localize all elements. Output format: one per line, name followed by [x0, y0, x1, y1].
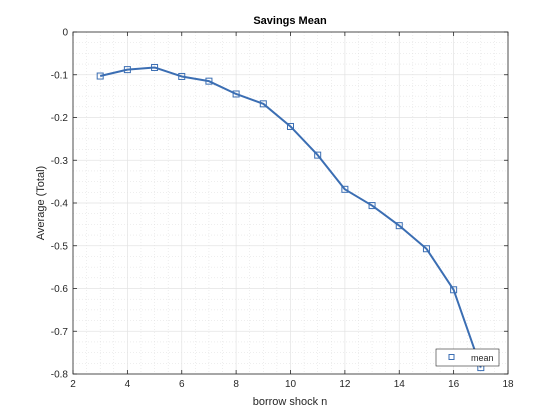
x-tick-label: 10 — [285, 379, 297, 390]
series-line — [99, 66, 482, 368]
data-point-marker — [232, 90, 240, 98]
data-point-marker — [450, 286, 458, 294]
x-tick-label: 14 — [394, 379, 406, 390]
y-tick-label: -0.4 — [51, 199, 69, 210]
axis-ticks — [72, 31, 509, 375]
data-point-marker — [205, 77, 213, 85]
legend-label: mean — [471, 353, 494, 363]
data-point-marker — [151, 63, 159, 71]
data-point-marker — [341, 185, 349, 193]
x-tick-label: 18 — [502, 379, 514, 390]
data-point-marker — [123, 66, 131, 74]
y-tick-labels: 0 -0.1 -0.2 -0.3 -0.4 -0.5 -0.6 -0.7 -0.8 — [51, 28, 69, 381]
y-axis-title: Average (Total) — [35, 166, 47, 240]
x-tick-label: 6 — [179, 379, 185, 390]
chart-title: Savings Mean — [253, 15, 327, 27]
data-point-marker — [314, 151, 322, 159]
legend: mean — [435, 348, 500, 367]
x-tick-labels: 2 4 6 8 10 12 14 16 18 — [70, 379, 514, 390]
y-tick-label: -0.5 — [51, 241, 69, 252]
data-point-marker — [96, 72, 104, 80]
y-tick-label: -0.3 — [51, 156, 69, 167]
x-axis-title: borrow shock n — [253, 396, 328, 408]
data-point-marker — [368, 202, 376, 210]
y-tick-label: -0.2 — [51, 113, 69, 124]
y-tick-label: -0.1 — [51, 70, 69, 81]
data-point-marker — [259, 100, 267, 108]
x-tick-label: 4 — [125, 379, 131, 390]
data-point-marker — [287, 122, 294, 130]
x-tick-label: 2 — [70, 379, 76, 390]
legend-box — [435, 348, 500, 367]
y-tick-label: 0 — [62, 28, 68, 39]
x-tick-label: 8 — [233, 379, 239, 390]
legend-marker-square-icon — [448, 354, 455, 360]
series-group — [96, 63, 485, 372]
data-point-marker — [178, 72, 186, 80]
data-point-marker — [422, 245, 430, 253]
data-point-marker — [395, 222, 403, 230]
y-tick-label: -0.8 — [51, 370, 69, 381]
y-tick-label: -0.7 — [51, 327, 69, 338]
x-tick-label: 12 — [339, 379, 351, 390]
y-tick-label: -0.6 — [51, 284, 69, 295]
x-tick-label: 16 — [448, 379, 460, 390]
